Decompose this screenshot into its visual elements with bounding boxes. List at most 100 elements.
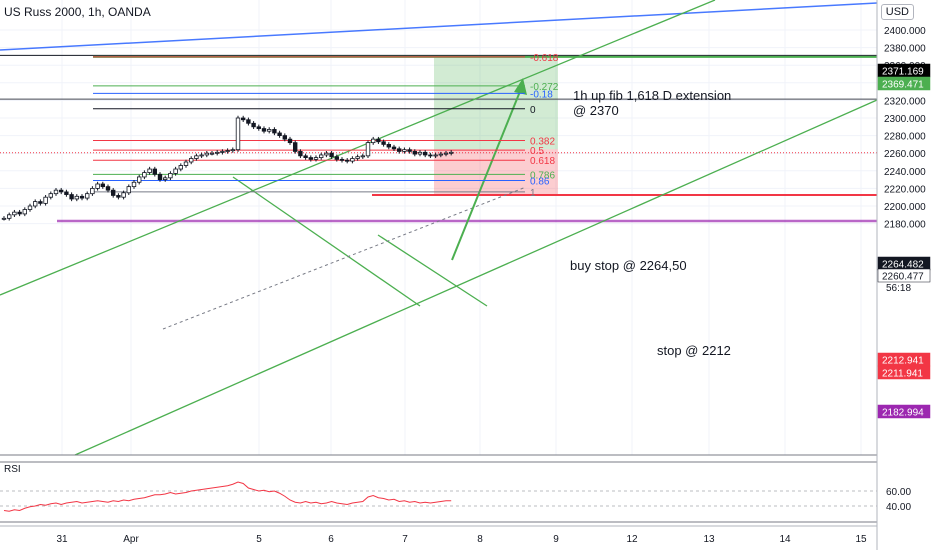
currency-button[interactable]: USD [880, 4, 914, 20]
price-tag-label: 2369.471 [882, 80, 924, 91]
candle-body [90, 187, 95, 195]
candle-body [350, 158, 355, 162]
rsi-tick: 40.00 [886, 502, 911, 513]
candle-body [209, 152, 215, 155]
candle-body [22, 209, 27, 215]
trend-lines [0, 0, 878, 456]
channel-lower [74, 99, 878, 456]
projection-arrow [451, 83, 524, 261]
candle-body [147, 168, 152, 173]
price-tag-label: 2211.941 [882, 369, 923, 380]
annotations: 1h up fib 1,618 D extension@ 2370 buy sto… [570, 88, 731, 358]
candle-body [131, 181, 137, 188]
fib-level-label: -0.618 [530, 53, 559, 64]
candle-body [261, 128, 267, 132]
loss-zone [434, 149, 558, 195]
candle-body [287, 138, 293, 144]
candle-body [396, 148, 402, 152]
candle-body [334, 156, 339, 160]
price-tag-label: 2182.994 [882, 408, 924, 419]
candle-body [433, 154, 438, 157]
candle-body [438, 153, 443, 156]
candle-body [1, 217, 7, 220]
price-tag [877, 365, 931, 380]
fib-level-label: 0.86 [530, 176, 550, 187]
candle-body [105, 186, 111, 191]
candle-body [412, 151, 417, 155]
fib-level-label: 0.5 [530, 146, 544, 157]
candle-body [152, 168, 157, 175]
candle-body [136, 176, 142, 183]
candle-body [59, 189, 64, 193]
candle-body [85, 193, 90, 199]
candle-body [448, 151, 454, 154]
candle-body [256, 126, 261, 129]
fib-level-label: 0.382 [530, 136, 555, 147]
price-tick: 2320.000 [884, 96, 926, 107]
price-tick: 2200.000 [884, 202, 926, 213]
price-tick: 2280.000 [884, 132, 926, 143]
target-annotation: 1h up fib 1,618 D extension [573, 88, 731, 103]
fib-level-label: -0.18 [530, 89, 553, 100]
entry-annotation: buy stop @ 2264,50 [570, 258, 687, 273]
time-axis: 31 Apr 5 6 7 8 9 12 13 14 15 [0, 525, 877, 545]
candle-body [220, 151, 225, 153]
long-trend-line [0, 2, 878, 51]
candle-body [100, 183, 105, 188]
price-tick: 2260.000 [884, 149, 926, 160]
candle-body [116, 195, 121, 198]
candle-body [402, 149, 407, 152]
candle-body [292, 142, 298, 152]
candle-body [204, 152, 209, 156]
candle-body [240, 117, 246, 121]
time-tick: 31 [56, 534, 68, 545]
time-tick: 6 [328, 534, 334, 545]
profit-zone [434, 56, 558, 150]
price-axis: 2400.0002380.0002360.0002340.0002320.000… [876, 0, 932, 550]
candle-body [69, 194, 74, 200]
rsi-line [3, 481, 452, 512]
price-tag-label: 2371.169 [882, 67, 924, 78]
price-tick: 2380.000 [884, 44, 926, 55]
candle-body [12, 211, 17, 216]
candle-body [79, 195, 85, 199]
candle-body [33, 201, 38, 207]
candle-body [417, 151, 423, 155]
price-tick: 2400.000 [884, 26, 926, 37]
candle-body [188, 158, 194, 163]
candle-body [53, 189, 59, 195]
candle-body [199, 154, 204, 157]
candle-body [298, 151, 303, 157]
candle-body [282, 135, 287, 140]
candle-body [194, 155, 199, 159]
candle-body [308, 157, 313, 160]
candle-body [121, 192, 126, 198]
candle-body [266, 129, 272, 132]
candle-body [365, 142, 371, 157]
candle-body [162, 177, 168, 180]
downtrend-line-2 [377, 234, 488, 307]
candle-body [214, 151, 220, 154]
candle-body [376, 138, 381, 143]
candle-body [324, 152, 329, 156]
time-tick: 8 [477, 534, 483, 545]
time-tick: 9 [553, 534, 559, 545]
candle-body [391, 146, 397, 150]
fib-level-label: 0.786 [530, 170, 555, 181]
arrow-head [514, 78, 527, 95]
price-tick: 2220.000 [884, 184, 926, 195]
candle-body [173, 168, 178, 174]
candle-body [17, 211, 22, 215]
price-tag [877, 404, 931, 419]
candle-body [64, 191, 69, 195]
candle-body [329, 152, 334, 158]
price-tag [877, 76, 931, 91]
candle-body [230, 149, 235, 152]
time-tick: 7 [402, 534, 408, 545]
rsi-pane: RSI [0, 454, 877, 523]
stop-annotation: stop @ 2212 [657, 343, 731, 358]
candle-body [386, 143, 391, 148]
candle-body [339, 158, 345, 161]
price-tick: 2300.000 [884, 114, 926, 125]
